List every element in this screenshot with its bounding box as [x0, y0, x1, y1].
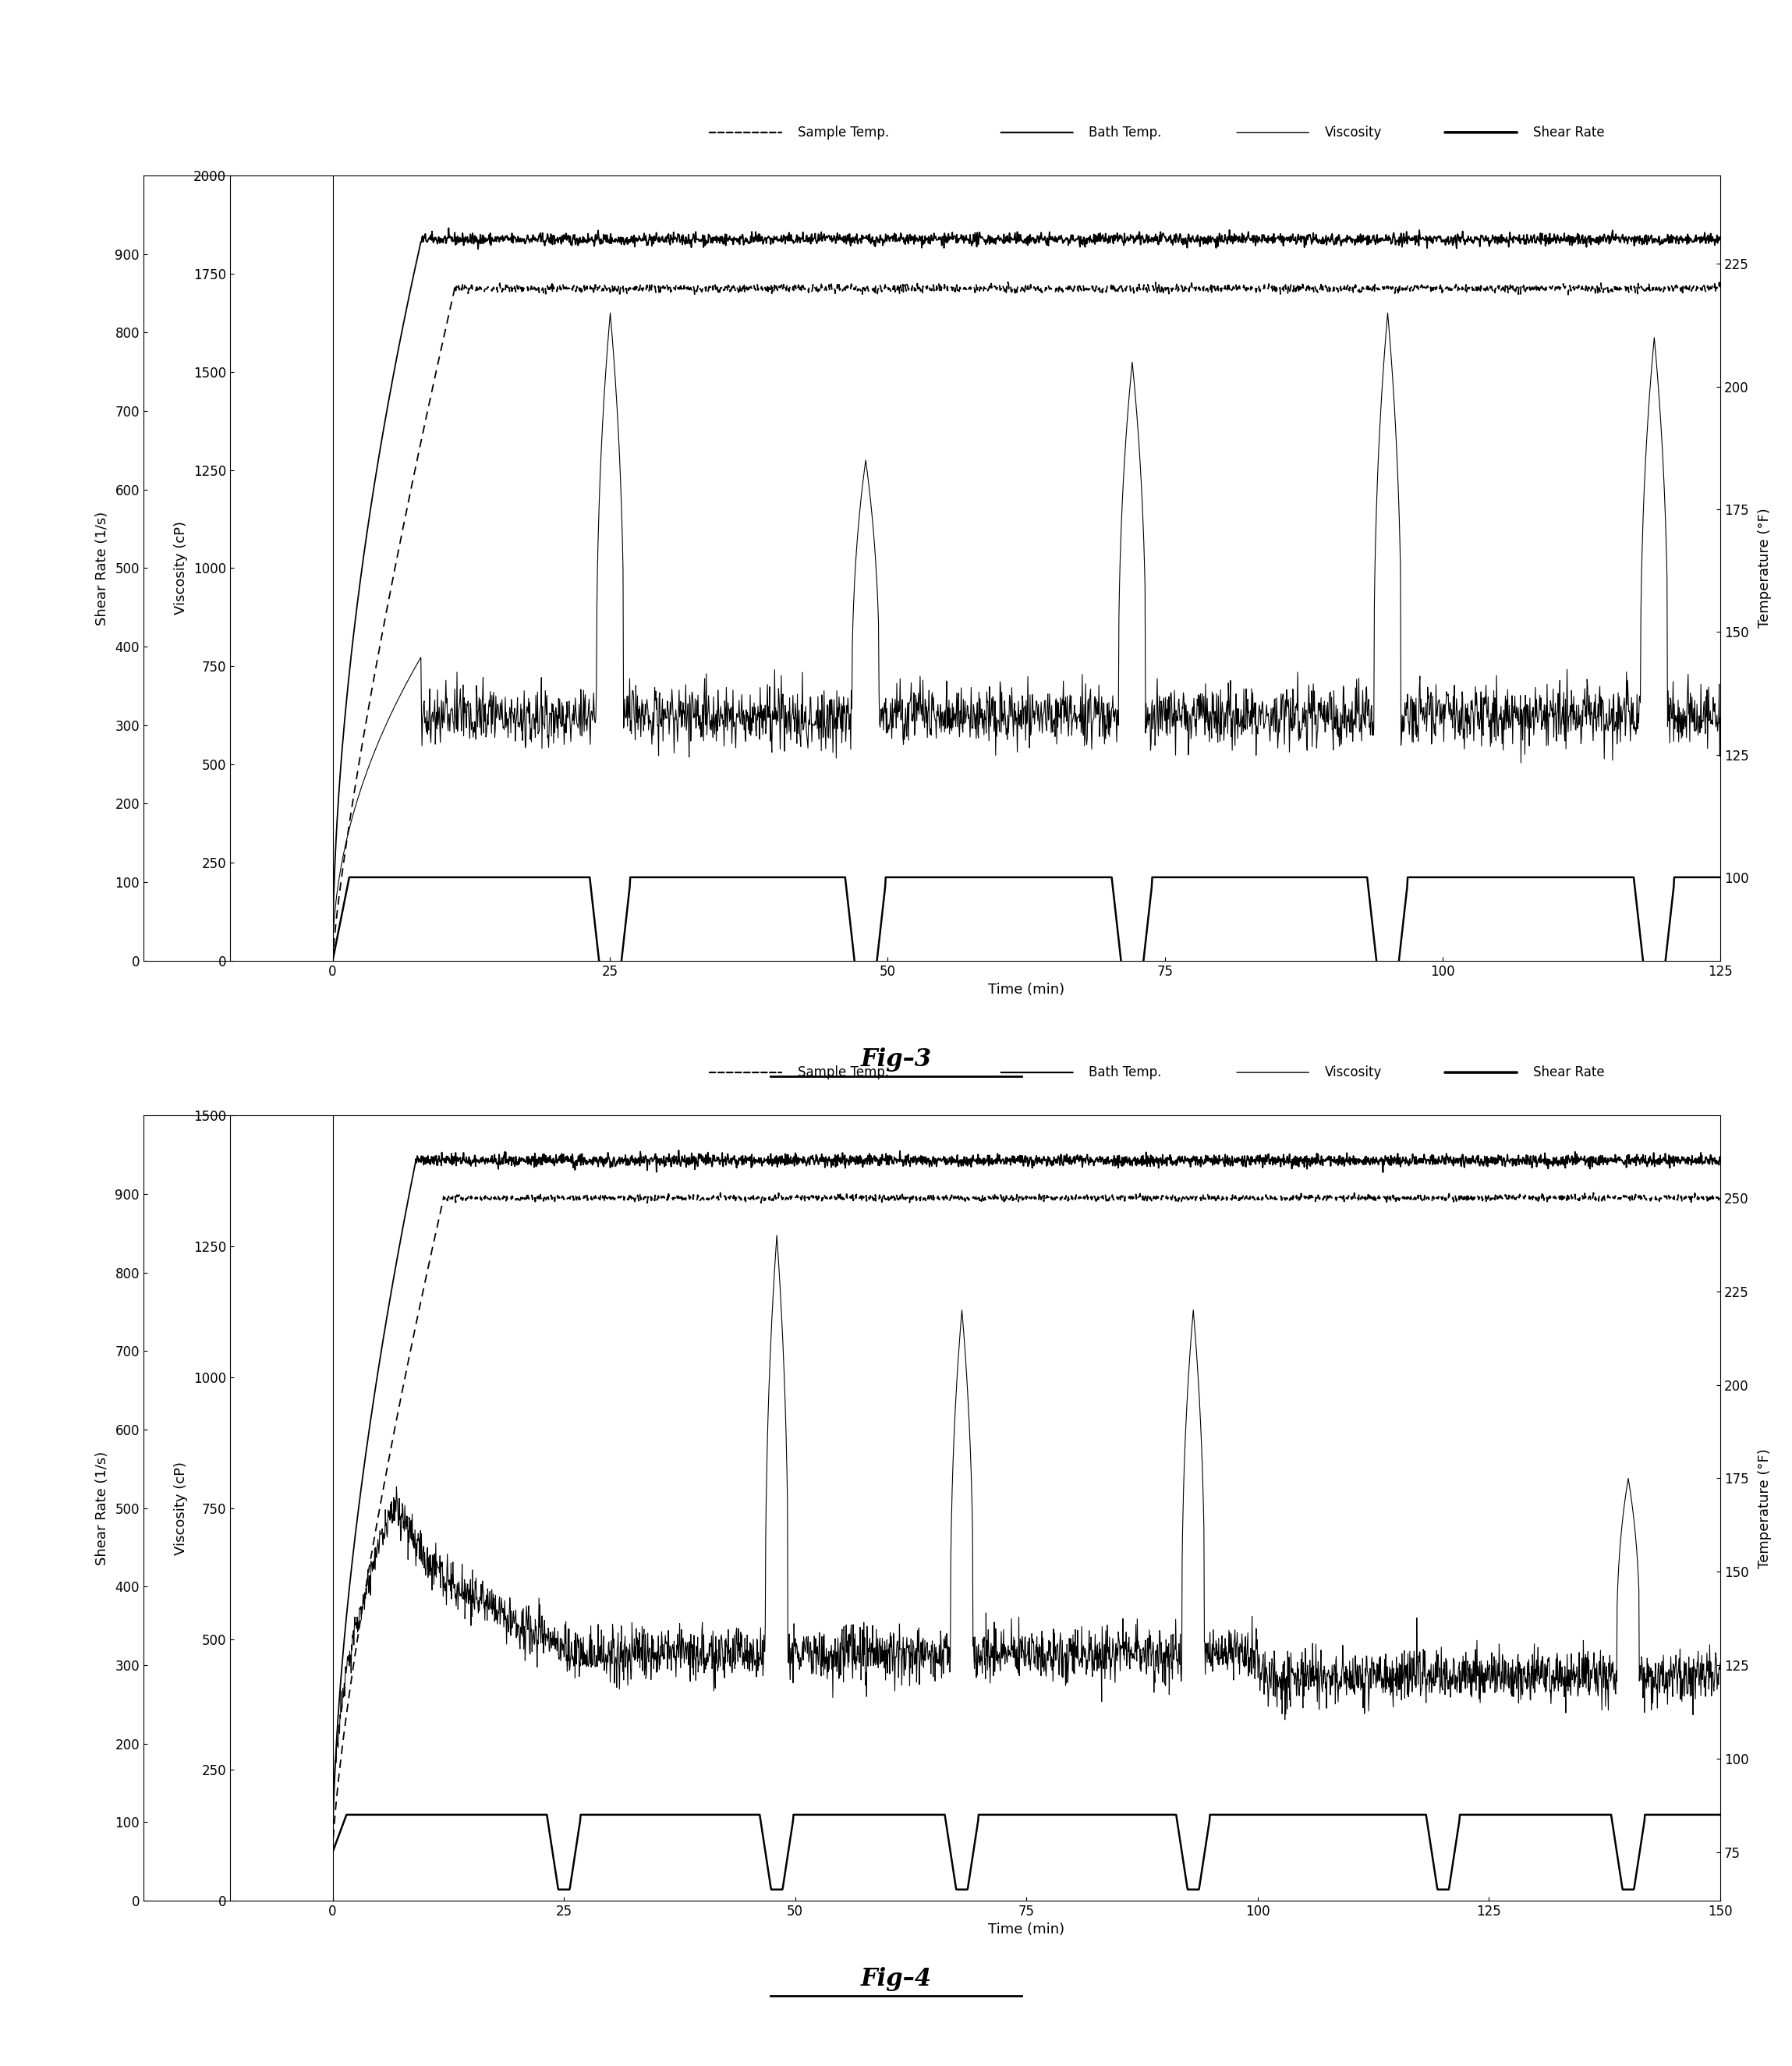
Text: Sample Temp.: Sample Temp. — [797, 126, 889, 138]
Text: Shear Rate: Shear Rate — [1532, 126, 1604, 138]
Y-axis label: Temperature (°F): Temperature (°F) — [1758, 1448, 1772, 1568]
Text: Fig–4: Fig–4 — [860, 1967, 932, 1992]
Y-axis label: Shear Rate (1/s): Shear Rate (1/s) — [95, 1450, 109, 1566]
Y-axis label: Viscosity (cP): Viscosity (cP) — [174, 521, 188, 616]
Y-axis label: Viscosity (cP): Viscosity (cP) — [174, 1461, 188, 1556]
X-axis label: Time (min): Time (min) — [987, 1923, 1064, 1938]
Text: Viscosity: Viscosity — [1324, 126, 1382, 138]
Text: Bath Temp.: Bath Temp. — [1090, 126, 1161, 138]
Y-axis label: Shear Rate (1/s): Shear Rate (1/s) — [95, 510, 109, 626]
Text: Shear Rate: Shear Rate — [1532, 1066, 1604, 1078]
Text: Viscosity: Viscosity — [1324, 1066, 1382, 1078]
Text: Fig–3: Fig–3 — [860, 1047, 932, 1072]
X-axis label: Time (min): Time (min) — [987, 983, 1064, 998]
Y-axis label: Temperature (°F): Temperature (°F) — [1758, 508, 1772, 628]
Text: Bath Temp.: Bath Temp. — [1090, 1066, 1161, 1078]
Text: Sample Temp.: Sample Temp. — [797, 1066, 889, 1078]
